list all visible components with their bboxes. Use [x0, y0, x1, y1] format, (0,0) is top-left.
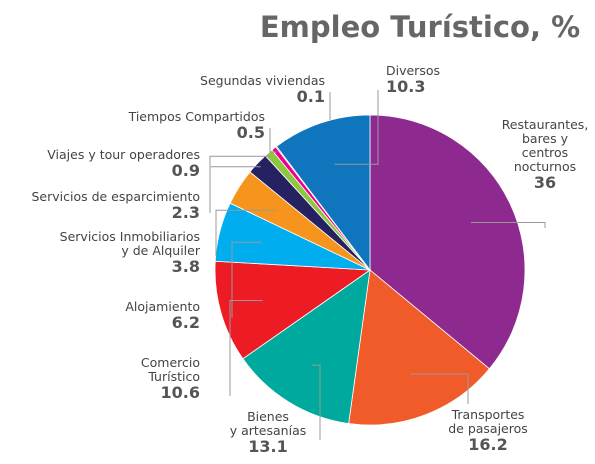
- slice-label: Segundas viviendas 0.1: [200, 73, 325, 106]
- slice-label: Transportes de pasajeros 16.2: [388, 407, 588, 454]
- leader-line: [209, 155, 272, 166]
- value-label: 2.3: [171, 203, 200, 222]
- pie-slice: [242, 269, 371, 424]
- leader-line: [215, 209, 276, 256]
- category-label: Bienes y artesanías: [229, 409, 307, 438]
- value-label: 36: [533, 173, 557, 192]
- pie-slice: [369, 114, 526, 370]
- slice-label: Viajes y tour operadores 0.9: [47, 147, 200, 180]
- value-label: 0.1: [296, 87, 325, 106]
- slice-label: Bienes y artesanías 13.1: [168, 409, 368, 456]
- value-label: 6.2: [171, 313, 200, 332]
- value-label: 10.3: [386, 77, 426, 96]
- chart-title: Empleo Turístico, %: [259, 10, 581, 44]
- category-label: Transportes de pasajeros: [448, 407, 528, 436]
- slice-label: Tiempos Compartidos 0.5: [128, 109, 265, 142]
- category-label: Servicios Inmobiliarios y de Alquiler: [59, 229, 200, 258]
- slice-label: Diversos 10.3: [386, 63, 440, 96]
- category-label: Viajes y tour operadores: [47, 147, 200, 162]
- category-label: Segundas viviendas: [200, 73, 325, 88]
- leader-line: [311, 364, 321, 440]
- category-label: Alojamiento: [125, 299, 200, 314]
- leader-line: [410, 373, 469, 404]
- slice-label: Restaurantes, bares y centros nocturnos 3…: [445, 117, 595, 192]
- category-label: Restaurantes, bares y centros nocturnos: [501, 117, 589, 174]
- value-label: 13.1: [248, 437, 288, 456]
- value-label: 10.6: [160, 383, 200, 402]
- leader-line: [231, 241, 262, 318]
- leader-line: [209, 166, 261, 213]
- value-label: 3.8: [171, 257, 200, 276]
- category-label: Tiempos Compartidos: [128, 109, 265, 124]
- leader-line: [470, 221, 546, 228]
- slice-label: Comercio Turístico 10.6: [140, 355, 200, 402]
- value-label: 16.2: [468, 435, 508, 454]
- pie-slice: [214, 260, 372, 360]
- value-label: 0.9: [171, 161, 200, 180]
- leader-line: [269, 128, 277, 153]
- pie-slice: [275, 114, 371, 272]
- category-label: Servicios de esparcimiento: [31, 189, 200, 204]
- leader-line: [229, 299, 263, 396]
- value-label: 0.5: [236, 123, 265, 142]
- slice-label: Servicios de esparcimiento 2.3: [31, 189, 200, 222]
- category-label: Diversos: [386, 63, 440, 78]
- category-label: Comercio Turístico: [140, 355, 200, 384]
- slice-label: Alojamiento 6.2: [125, 299, 200, 332]
- slice-label: Servicios Inmobiliarios y de Alquiler 3.8: [59, 229, 200, 276]
- leader-line: [334, 90, 379, 165]
- pie-slice: [348, 269, 490, 426]
